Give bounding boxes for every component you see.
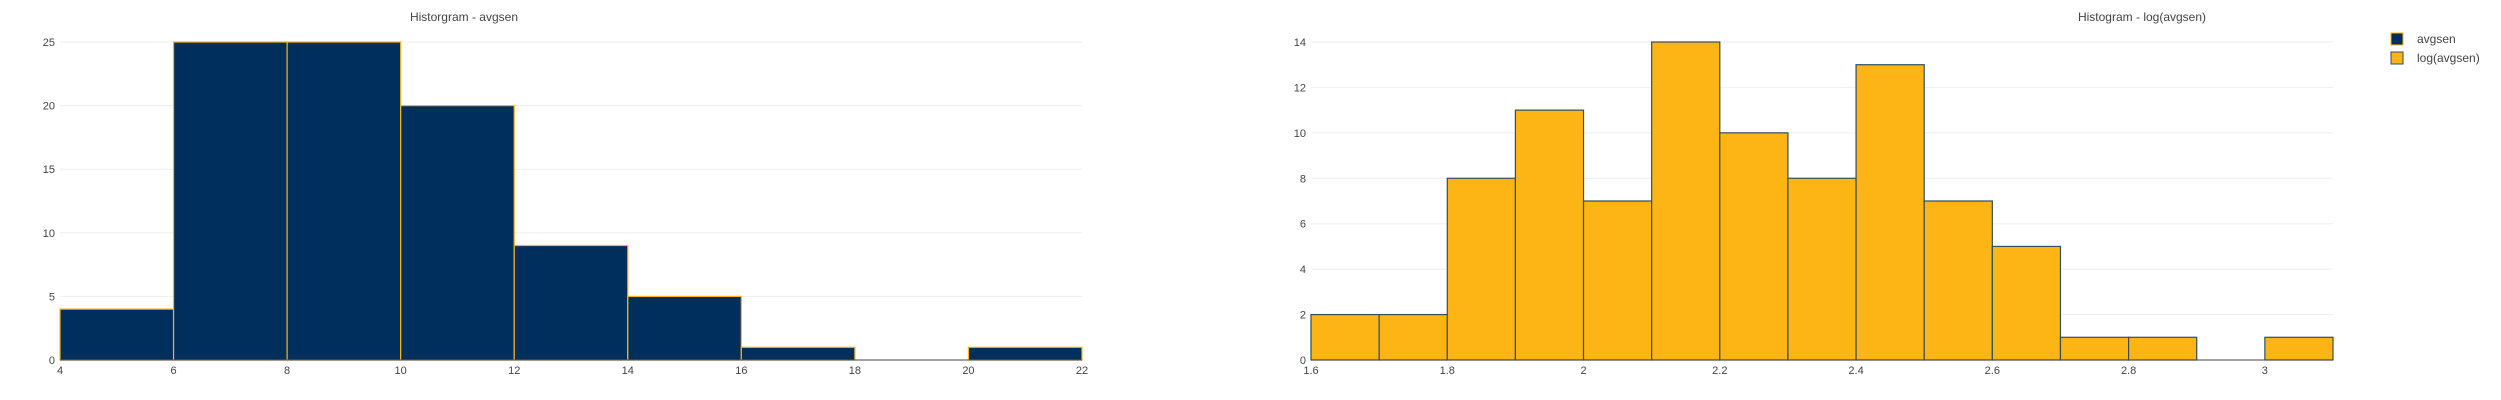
x-tick-label: 16 (735, 365, 747, 377)
histogram-bars (1310, 41, 2334, 361)
histogram-bar[interactable] (286, 41, 402, 361)
histogram-bar[interactable] (2059, 336, 2130, 361)
histogram-bar[interactable] (172, 41, 288, 361)
x-tick-label: 22 (1076, 365, 1088, 377)
histogram-bar[interactable] (1310, 313, 1380, 361)
histogram-bar[interactable] (1787, 177, 1857, 361)
legend-swatch (2390, 32, 2404, 46)
x-tick-label: 2.6 (1985, 365, 2000, 377)
histogram-bar[interactable] (740, 346, 856, 361)
y-tick-label: 5 (49, 291, 55, 303)
histogram-bar[interactable] (1923, 200, 1993, 361)
x-tick-label: 3 (2262, 365, 2268, 377)
y-tick-label: 6 (1300, 219, 1306, 231)
histogram-bars (59, 41, 1083, 361)
histogram-bar[interactable] (1582, 200, 1653, 361)
histogram-bar[interactable] (1514, 109, 1585, 361)
chart-title: Historgram - avgsen (410, 10, 518, 24)
x-tick-label: 14 (622, 365, 634, 377)
x-tick-label: 12 (508, 365, 520, 377)
legend-label: log(avgsen) (2417, 51, 2480, 65)
histogram-bar[interactable] (967, 346, 1083, 361)
histogram-bar[interactable] (1446, 177, 1517, 361)
histogram-bar[interactable] (1651, 41, 1721, 361)
x-axis-ticks: 4 6 8 10 12 14 16 18 20 22 (57, 365, 1088, 377)
legend-label: avgsen (2417, 32, 2456, 46)
y-tick-label: 10 (1294, 128, 1306, 140)
x-tick-label: 4 (57, 365, 63, 377)
x-tick-label: 2.4 (1848, 365, 1863, 377)
y-tick-label: 2 (1300, 310, 1306, 322)
x-tick-label: 6 (170, 365, 176, 377)
y-tick-label: 15 (43, 164, 55, 176)
histogram-bar[interactable] (400, 104, 515, 361)
legend-swatch (2390, 51, 2404, 65)
y-tick-label: 8 (1300, 173, 1306, 185)
histogram-bar[interactable] (513, 244, 629, 361)
histogram-bar[interactable] (1991, 245, 2062, 361)
histogram-avgsen-panel: Historgram - avgsen 0 5 10 15 20 25 4 6 8 10 12 14… (43, 10, 1088, 377)
y-tick-label: 4 (1300, 264, 1306, 276)
x-tick-label: 20 (962, 365, 974, 377)
histogram-bar[interactable] (59, 308, 175, 361)
y-tick-label: 0 (49, 355, 55, 367)
x-tick-label: 2.8 (2121, 365, 2136, 377)
x-tick-label: 18 (849, 365, 861, 377)
y-tick-label: 14 (1294, 37, 1306, 49)
legend[interactable]: avgsen log(avgsen) (2390, 32, 2480, 65)
y-axis-ticks: 0 5 10 15 20 25 (43, 37, 55, 367)
legend-item-avgsen[interactable]: avgsen (2390, 32, 2456, 46)
histogram-bar[interactable] (2128, 336, 2198, 361)
histogram-bar[interactable] (1855, 64, 1925, 361)
y-tick-label: 0 (1300, 355, 1306, 367)
x-tick-label: 2.2 (1712, 365, 1727, 377)
chart-title: Histogram - log(avgsen) (2078, 10, 2206, 24)
y-tick-label: 10 (43, 228, 55, 240)
x-tick-label: 10 (395, 365, 407, 377)
histogram-bar[interactable] (1378, 313, 1448, 361)
x-tick-label: 1.8 (1440, 365, 1455, 377)
histogram-bar[interactable] (1719, 132, 1789, 361)
y-axis-ticks: 0 2 4 6 8 10 12 14 (1294, 37, 1306, 367)
x-axis-ticks: 1.6 1.8 2 2.2 2.4 2.6 2.8 3 (1303, 365, 2268, 377)
histogram-bar[interactable] (2264, 336, 2334, 361)
x-tick-label: 8 (284, 365, 290, 377)
y-tick-label: 25 (43, 37, 55, 49)
histogram-bar[interactable] (627, 295, 742, 361)
y-tick-label: 20 (43, 101, 55, 113)
x-tick-label: 1.6 (1303, 365, 1318, 377)
legend-item-log-avgsen[interactable]: log(avgsen) (2390, 51, 2480, 65)
y-tick-label: 12 (1294, 82, 1306, 94)
x-tick-label: 2 (1580, 365, 1586, 377)
